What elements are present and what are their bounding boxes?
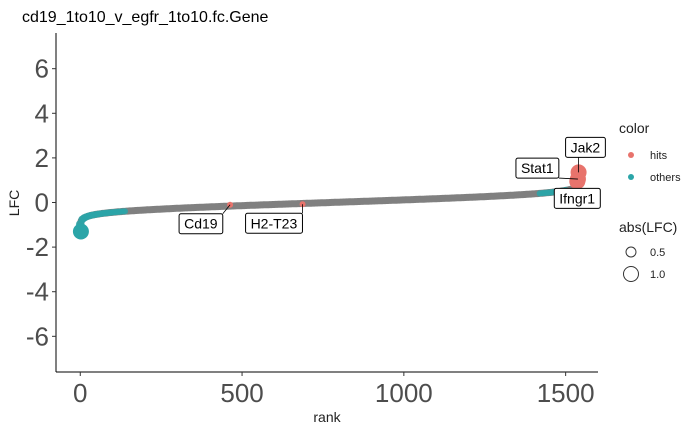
gene-label-leader (558, 177, 578, 180)
x-tick-label: 500 (220, 378, 263, 408)
gene-label-ifngr1: Ifngr1 (559, 190, 595, 206)
gene-labels: Cd19 H2-T23 Stat1 Jak2 Ifngr1 (178, 136, 606, 235)
legend-color-title: color (619, 120, 650, 136)
gene-label-box (565, 136, 606, 158)
legend-hits-swatch (628, 152, 634, 158)
plot-panel: -6 -4 -2 0 2 4 6 0 500 1000 1500 Cd19 H2-T23 Stat1 J… (26, 33, 606, 408)
gene-label-stat1: Stat1 (521, 160, 554, 176)
x-axis-ticks: 0 500 1000 1500 (73, 372, 595, 408)
chart-title: cd19_1to10_v_egfr_1to10.fc.Gene (22, 9, 269, 26)
y-axis-ticks: -6 -4 -2 0 2 4 6 (26, 54, 56, 351)
hit-point-ifngr1 (569, 173, 586, 190)
legend-size-small-swatch (625, 246, 637, 258)
gene-label-box (178, 213, 224, 235)
x-tick-label: 0 (73, 378, 87, 408)
gene-label-leader (222, 204, 231, 214)
legend-others-swatch (628, 174, 634, 180)
gene-label-jak2: Jak2 (571, 139, 601, 155)
gene-label-box (553, 187, 601, 209)
gene-label-box (515, 157, 560, 179)
other-point-extreme (72, 223, 89, 240)
gene-label-cd19: Cd19 (184, 216, 218, 232)
gene-label-h2-t23: H2-T23 (251, 215, 298, 231)
other-point (121, 208, 128, 215)
y-tick-label: 4 (35, 98, 49, 128)
x-tick-label: 1000 (375, 378, 433, 408)
legend-size-small-label: 0.5 (650, 247, 665, 259)
curve-band (76, 177, 584, 228)
y-tick-label: 0 (35, 188, 49, 218)
legend-hits-label: hits (650, 150, 668, 162)
y-tick-label: 6 (35, 54, 49, 84)
legend-size-title: abs(LFC) (619, 219, 677, 235)
legend-size-large-swatch (623, 266, 639, 282)
legend-others-label: others (650, 172, 681, 184)
y-tick-label: -6 (26, 321, 49, 351)
ranked-points-curve (72, 177, 584, 240)
legend-size-large-label: 1.0 (650, 269, 665, 281)
y-axis-title: LFC (6, 190, 22, 216)
legend: color hits others abs(LFC) 0.5 1.0 (619, 120, 681, 282)
gene-label-box (245, 212, 303, 234)
x-axis-title: rank (313, 409, 341, 425)
x-tick-label: 1500 (537, 378, 595, 408)
y-tick-label: 2 (35, 143, 49, 173)
y-tick-label: -4 (26, 277, 49, 307)
y-tick-label: -2 (26, 232, 49, 262)
